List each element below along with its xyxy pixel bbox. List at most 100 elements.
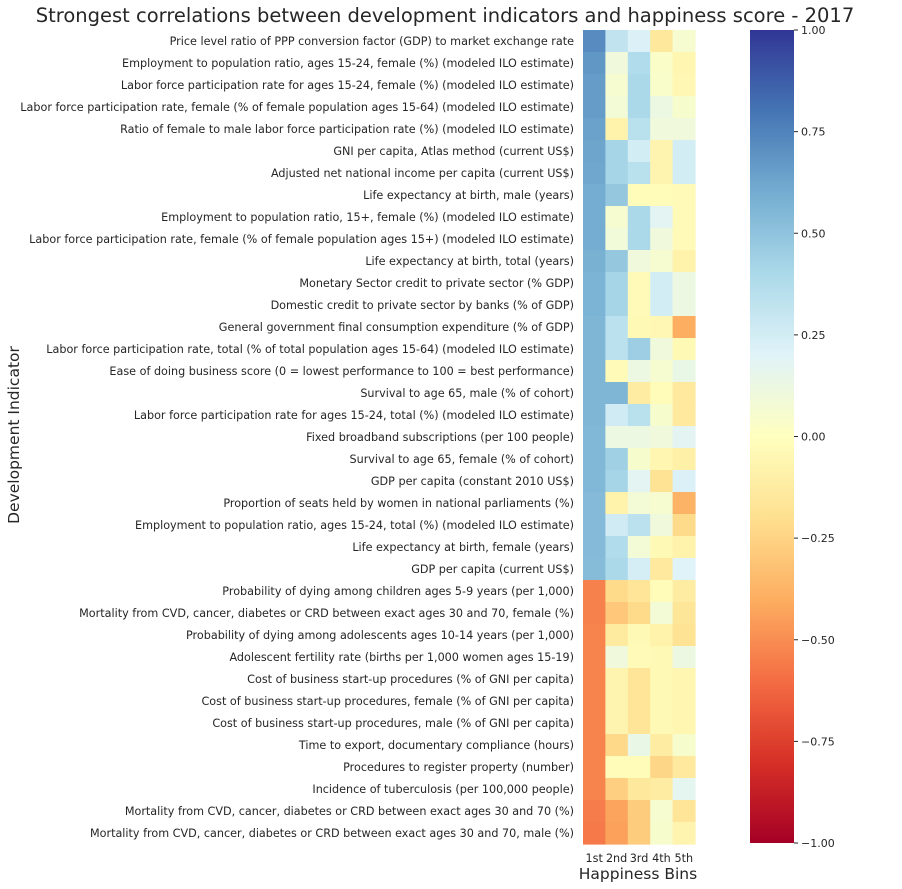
row-label: Domestic credit to private sector by ban… xyxy=(271,299,574,312)
heatmap-cell xyxy=(627,184,651,207)
heatmap-cell xyxy=(605,250,629,273)
heatmap-cell xyxy=(672,360,696,383)
heatmap-cell xyxy=(627,272,651,295)
heatmap-cell xyxy=(605,558,629,581)
row-label: Mortality from CVD, cancer, diabetes or … xyxy=(90,827,574,840)
heatmap-cell xyxy=(627,624,651,647)
heatmap-cell xyxy=(627,712,651,735)
chart-title: Strongest correlations between developme… xyxy=(36,4,855,27)
heatmap-cell xyxy=(605,646,629,669)
heatmap-cell xyxy=(650,712,674,735)
colorbar-tick-label: 1.00 xyxy=(801,24,826,37)
heatmap-cell xyxy=(672,822,696,845)
column-label: 1st xyxy=(586,852,604,865)
heatmap-cell xyxy=(583,778,606,801)
heatmap-cell xyxy=(672,470,696,493)
heatmap-cell xyxy=(627,756,651,779)
y-axis-title: Development Indicator xyxy=(5,345,23,523)
heatmap-cell xyxy=(672,536,696,559)
heatmap-cell xyxy=(605,778,629,801)
heatmap-cell xyxy=(605,426,629,449)
heatmap-cell xyxy=(672,206,696,229)
heatmap-cell xyxy=(672,382,696,405)
heatmap-cell xyxy=(650,184,674,207)
heatmap-cell xyxy=(627,294,651,317)
row-label: Labor force participation rate for ages … xyxy=(134,409,574,422)
heatmap-cell xyxy=(605,536,629,559)
heatmap-cell xyxy=(583,184,606,207)
heatmap-cell xyxy=(627,118,651,141)
heatmap-cell xyxy=(627,96,651,119)
heatmap-cell xyxy=(583,800,606,823)
row-label: Survival to age 65, female (% of cohort) xyxy=(350,453,575,466)
heatmap-cell xyxy=(627,74,651,97)
heatmap-cell xyxy=(627,646,651,669)
heatmap-cell xyxy=(583,140,606,163)
heatmap-cell xyxy=(672,492,696,515)
heatmap-cell xyxy=(672,272,696,295)
row-label: Labor force participation rate, female (… xyxy=(20,101,574,114)
row-label: GNI per capita, Atlas method (current US… xyxy=(333,145,574,158)
heatmap-cell xyxy=(672,30,696,53)
heatmap-cell xyxy=(605,624,629,647)
row-label: Employment to population ratio, ages 15-… xyxy=(135,519,574,532)
heatmap-cell xyxy=(650,30,674,53)
row-label: Employment to population ratio, 15+, fem… xyxy=(161,211,574,224)
heatmap-cell xyxy=(605,30,629,53)
heatmap-cell xyxy=(672,426,696,449)
row-label: Cost of business start-up procedures, fe… xyxy=(202,695,575,708)
row-label: Probability of dying among children ages… xyxy=(222,585,574,598)
heatmap-cell xyxy=(605,514,629,537)
heatmap-cell xyxy=(583,30,606,53)
heatmap-cell xyxy=(583,690,606,713)
heatmap-cell xyxy=(605,690,629,713)
heatmap-cell xyxy=(627,492,651,515)
row-label: Life expectancy at birth, female (years) xyxy=(352,541,574,554)
heatmap-cell xyxy=(605,96,629,119)
heatmap-cell xyxy=(650,382,674,405)
colorbar-tick-label: −1.00 xyxy=(801,837,835,850)
row-label: Fixed broadband subscriptions (per 100 p… xyxy=(306,431,574,444)
row-label: Probability of dying among adolescents a… xyxy=(186,629,574,642)
heatmap-cell xyxy=(650,404,674,427)
heatmap-cell xyxy=(627,250,651,273)
colorbar: 1.00 0.75 0.50 0.25 0.00 −0.25 −0.50 −0.75 −1.00 xyxy=(750,24,835,850)
heatmap-cell xyxy=(583,580,606,603)
heatmap-cell xyxy=(583,316,606,339)
heatmap-cell xyxy=(583,118,606,141)
colorbar-tick-label: 0.00 xyxy=(801,431,826,444)
heatmap-cell xyxy=(672,448,696,471)
heatmap-cell xyxy=(605,272,629,295)
heatmap-cell xyxy=(650,96,674,119)
column-label: 5th xyxy=(674,852,693,865)
heatmap-cell xyxy=(650,294,674,317)
heatmap-cell xyxy=(672,294,696,317)
heatmap-cell xyxy=(583,206,606,229)
heatmap-cell xyxy=(627,602,651,625)
heatmap-cell xyxy=(627,338,651,361)
heatmap-cell xyxy=(650,624,674,647)
row-label: Labor force participation rate, female (… xyxy=(29,233,574,246)
heatmap-cell xyxy=(650,316,674,339)
heatmap-cell xyxy=(650,492,674,515)
row-label: Mortality from CVD, cancer, diabetes or … xyxy=(125,805,574,818)
heatmap-cell xyxy=(627,52,651,75)
heatmap-cell xyxy=(672,690,696,713)
heatmap-cell xyxy=(605,206,629,229)
heatmap-cell xyxy=(627,536,651,559)
column-label: 3rd xyxy=(630,852,649,865)
heatmap-cell xyxy=(583,624,606,647)
heatmap-cell xyxy=(583,272,606,295)
row-label: General government final consumption exp… xyxy=(219,321,574,334)
colorbar-tick-label: −0.50 xyxy=(801,634,835,647)
colorbar-gradient xyxy=(750,30,794,843)
row-label: Labor force participation rate, total (%… xyxy=(46,343,574,356)
heatmap-cell xyxy=(605,492,629,515)
heatmap-cell xyxy=(627,404,651,427)
heatmap-cell xyxy=(672,712,696,735)
heatmap-cell xyxy=(672,74,696,97)
heatmap-cell xyxy=(583,734,606,757)
heatmap-cell xyxy=(627,822,651,845)
heatmap-cell xyxy=(583,492,606,515)
